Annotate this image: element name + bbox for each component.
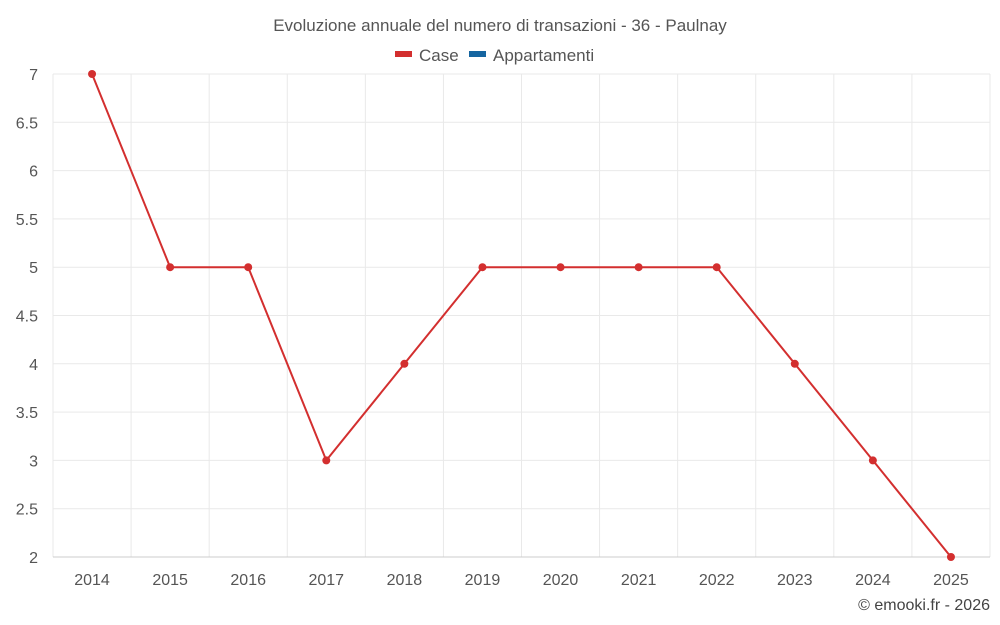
x-tick-label: 2021 — [621, 572, 657, 589]
x-tick-label: 2020 — [543, 572, 579, 589]
x-tick-label: 2017 — [308, 572, 344, 589]
y-tick-label: 5.5 — [16, 212, 38, 229]
chart-title: Evoluzione annuale del numero di transaz… — [273, 16, 727, 35]
x-tick-label: 2014 — [74, 572, 110, 589]
legend-label-appartamenti: Appartamenti — [493, 46, 594, 65]
y-tick-label: 2 — [29, 550, 38, 567]
data-point[interactable] — [712, 263, 721, 272]
data-point[interactable] — [478, 263, 487, 272]
data-point[interactable] — [400, 359, 409, 368]
legend-swatch-case — [395, 51, 412, 57]
data-point[interactable] — [244, 263, 253, 272]
data-point[interactable] — [88, 70, 97, 78]
y-tick-label: 6 — [29, 164, 38, 181]
y-tick-label: 6.5 — [16, 115, 38, 132]
series-line — [91, 73, 952, 558]
data-point[interactable] — [946, 553, 955, 561]
data-point[interactable] — [790, 359, 799, 368]
data-point[interactable] — [556, 263, 565, 272]
credits[interactable]: © emooki.fr - 2026 — [858, 597, 990, 614]
y-axis-ticks: 2 2.5 3 3.5 4 4.5 5 5.5 6 6.5 7 — [16, 67, 38, 567]
data-point[interactable] — [634, 263, 643, 272]
data-point[interactable] — [166, 263, 175, 272]
y-tick-label: 3.5 — [16, 405, 38, 422]
y-tick-label: 4 — [29, 357, 38, 374]
y-tick-label: 3 — [29, 453, 38, 470]
legend-item-case[interactable]: Case — [395, 46, 459, 65]
y-tick-label: 5 — [29, 260, 38, 277]
data-point[interactable] — [322, 456, 331, 465]
x-tick-label: 2015 — [152, 572, 188, 589]
x-tick-label: 2025 — [933, 572, 969, 589]
x-axis-ticks: 2014 2015 2016 2017 2018 2019 2020 2021 2022 2023… — [74, 572, 969, 589]
data-point[interactable] — [868, 456, 877, 465]
x-tick-label: 2018 — [387, 572, 423, 589]
y-tick-label: 2.5 — [16, 502, 38, 519]
x-tick-label: 2022 — [699, 572, 735, 589]
legend: Case Appartamenti — [395, 46, 594, 65]
y-tick-label: 7 — [29, 67, 38, 84]
legend-swatch-appartamenti — [469, 51, 486, 57]
legend-item-appartamenti[interactable]: Appartamenti — [469, 46, 594, 65]
x-tick-label: 2016 — [230, 572, 266, 589]
y-tick-label: 4.5 — [16, 309, 38, 326]
x-tick-label: 2019 — [465, 572, 501, 589]
x-tick-label: 2023 — [777, 572, 813, 589]
x-tick-label: 2024 — [855, 572, 891, 589]
legend-label-case: Case — [419, 46, 459, 65]
series-case — [88, 70, 955, 561]
